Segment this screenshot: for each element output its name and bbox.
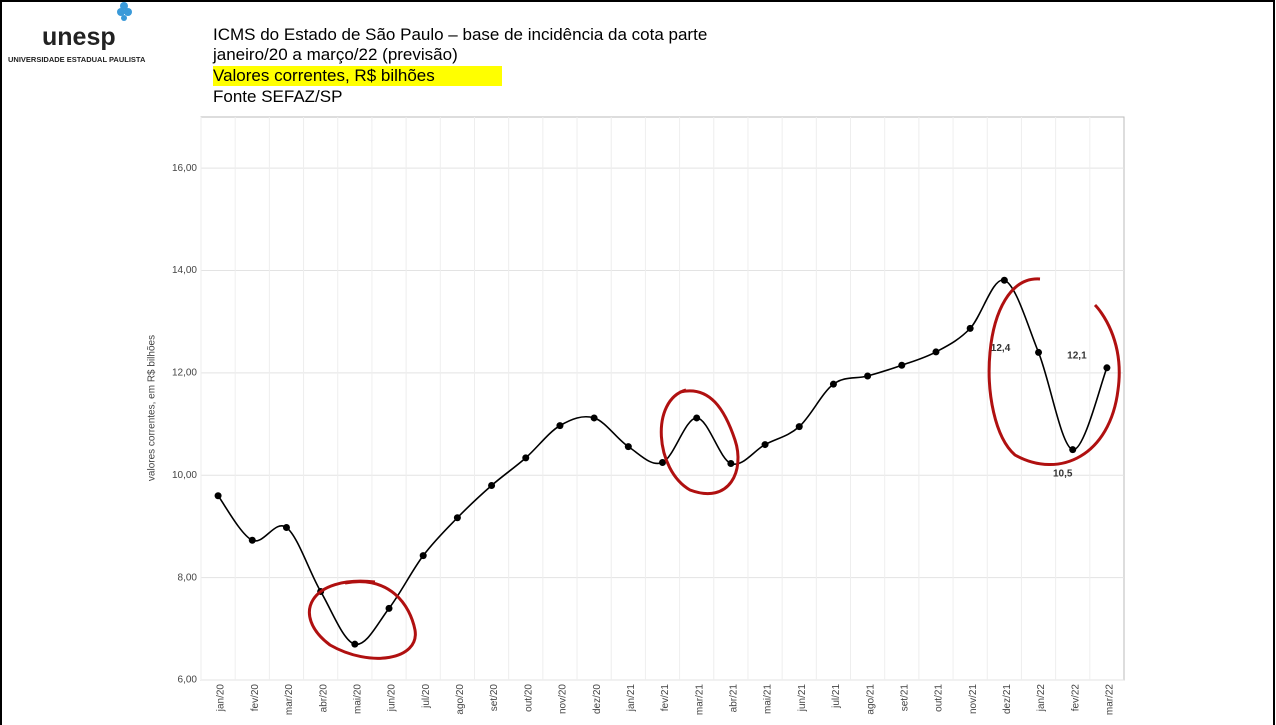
- point: [248, 536, 256, 544]
- data-label: 12,4: [991, 343, 1011, 354]
- x-tick-label: jan/20: [216, 684, 227, 713]
- point: [214, 492, 222, 500]
- x-tick-label: mar/20: [284, 684, 295, 716]
- x-tick-label: abr/21: [729, 684, 740, 713]
- y-tick-label: 14,00: [172, 265, 197, 276]
- x-tick-label: set/21: [899, 684, 910, 712]
- point: [1069, 446, 1077, 454]
- chart-title: ICMS do Estado de São Paulo – base de in…: [213, 25, 707, 44]
- unit-note: Valores correntes, R$ bilhões: [213, 66, 435, 85]
- data-label: 12,1: [1067, 350, 1087, 361]
- logo-subtitle: UNIVERSIDADE ESTADUAL PAULISTA: [8, 55, 146, 64]
- x-tick-label: out/20: [523, 684, 534, 712]
- x-tick-label: out/21: [934, 684, 945, 712]
- point: [419, 552, 427, 560]
- x-tick-label: jan/21: [626, 684, 637, 713]
- point: [1000, 276, 1008, 284]
- point: [590, 414, 598, 422]
- y-tick-label: 8,00: [178, 572, 198, 583]
- x-tick-label: ago/20: [455, 684, 466, 715]
- x-tick-label: nov/21: [968, 684, 979, 714]
- point: [966, 324, 974, 332]
- plot-area: [200, 116, 1125, 681]
- point: [727, 460, 735, 468]
- point: [932, 348, 940, 356]
- point: [351, 640, 359, 648]
- y-tick-label: 12,00: [172, 368, 197, 379]
- point: [761, 441, 769, 449]
- point: [385, 604, 393, 612]
- x-tick-label: dez/21: [1002, 684, 1013, 714]
- point: [488, 482, 496, 490]
- x-tick-label: mai/20: [352, 684, 363, 714]
- x-tick-label: abr/20: [318, 684, 329, 713]
- point: [556, 422, 564, 430]
- logo-name: unesp: [42, 23, 116, 51]
- logo-icon: [117, 2, 132, 21]
- x-tick-label: set/20: [489, 684, 500, 712]
- y-tick-label: 16,00: [172, 163, 197, 174]
- point: [624, 443, 632, 451]
- chart-subtitle: janeiro/20 a março/22 (previsão): [212, 45, 458, 64]
- point: [1103, 364, 1111, 372]
- x-tick-label: jun/20: [387, 684, 398, 713]
- x-tick-label: jul/21: [831, 684, 842, 709]
- point: [453, 514, 461, 522]
- y-tick-label: 6,00: [178, 675, 198, 686]
- point: [282, 523, 290, 531]
- point: [829, 380, 837, 388]
- point: [659, 458, 666, 466]
- highlight: [213, 66, 502, 86]
- x-tick-label: fev/21: [660, 684, 671, 712]
- point: [864, 372, 872, 380]
- point: [522, 454, 530, 462]
- y-axis-label: valores correntes, em R$ bilhões: [147, 335, 158, 481]
- x-tick-label: fev/20: [250, 684, 261, 712]
- data-label: 10,5: [1053, 468, 1073, 479]
- x-tick-label: ago/21: [865, 684, 876, 715]
- source: Fonte SEFAZ/SP: [213, 87, 342, 106]
- x-tick-label: nov/20: [558, 684, 569, 714]
- x-tick-label: fev/22: [1070, 684, 1081, 712]
- x-tick-label: jan/22: [1036, 684, 1047, 713]
- point: [898, 361, 906, 369]
- x-tick-label: jun/21: [797, 684, 808, 713]
- x-tick-label: dez/20: [592, 684, 603, 714]
- point: [795, 423, 803, 431]
- line: [217, 279, 1108, 645]
- annotations: [308, 277, 1121, 660]
- point: [1035, 348, 1043, 356]
- x-tick-label: mar/22: [1105, 684, 1116, 716]
- point: [693, 414, 701, 422]
- x-tick-label: jul/20: [421, 684, 432, 709]
- y-tick-label: 10,00: [172, 470, 197, 481]
- x-tick-label: mai/21: [763, 684, 774, 714]
- x-tick-label: mar/21: [694, 684, 705, 716]
